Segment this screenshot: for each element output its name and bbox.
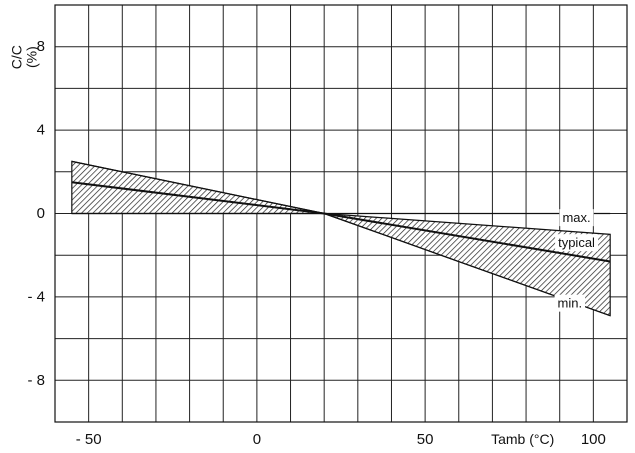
y-tick-label: - 8 xyxy=(27,372,45,389)
plot-frame xyxy=(54,4,628,423)
series-label-bg xyxy=(554,294,586,312)
x-tick-labels: - 50 0 50 100 xyxy=(76,431,606,448)
y-tick-labels: 8 4 0 - 4 - 8 xyxy=(27,38,45,389)
y-axis-label: C/C(%) xyxy=(9,45,40,69)
y-axis-label-line: (%) xyxy=(23,46,39,68)
series-label-min: min. xyxy=(558,296,583,311)
y-tick-label: - 4 xyxy=(27,288,45,305)
x-tick-label: 50 xyxy=(417,431,434,448)
tolerance-band xyxy=(71,160,611,317)
series-label-max: max. xyxy=(562,210,590,225)
series-label-bg xyxy=(555,234,599,252)
x-tick-label: 0 xyxy=(253,431,261,448)
x-axis-label: Tamb (°C) xyxy=(491,431,554,447)
series-lines xyxy=(71,160,611,317)
y-tick-label: 8 xyxy=(37,38,45,55)
series-label-typical: typical xyxy=(558,235,595,250)
y-tick-label: 0 xyxy=(37,205,45,222)
tolerance-band-area xyxy=(71,160,611,317)
x-tick-label: 100 xyxy=(581,431,606,448)
x-tick-label: - 50 xyxy=(76,431,102,448)
y-tick-label: 4 xyxy=(37,122,45,139)
series-labels: max. typical min. xyxy=(554,209,599,312)
series-label-bg xyxy=(559,209,594,227)
series-line-min xyxy=(71,212,611,317)
y-axis-label-line: C/C xyxy=(9,45,25,69)
